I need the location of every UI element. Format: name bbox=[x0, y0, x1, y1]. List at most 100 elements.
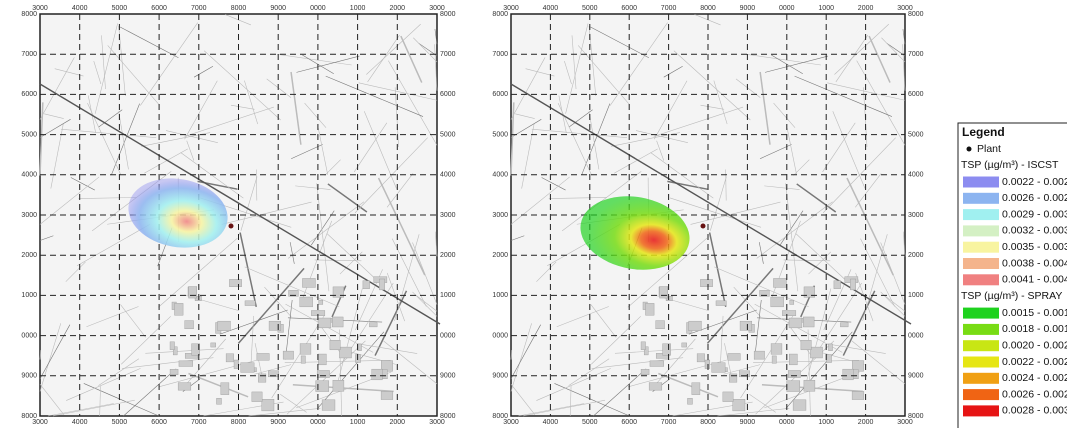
road bbox=[377, 177, 426, 276]
road bbox=[388, 60, 438, 146]
plant-symbol bbox=[966, 146, 972, 152]
road bbox=[842, 290, 876, 356]
urban-block bbox=[786, 380, 801, 392]
urban-block bbox=[268, 320, 282, 331]
road bbox=[400, 35, 423, 83]
urban-block bbox=[188, 286, 198, 299]
urban-block bbox=[803, 380, 816, 392]
urban-block bbox=[828, 343, 833, 351]
legend-group-title: TSP (µg/m³) - SPRAY bbox=[961, 290, 1062, 302]
y-tick-label: 2000 bbox=[492, 252, 508, 259]
road bbox=[855, 173, 882, 208]
urban-block bbox=[662, 343, 671, 356]
legend-swatch bbox=[963, 307, 999, 319]
road bbox=[39, 324, 71, 379]
legend-swatch bbox=[963, 405, 999, 417]
x-tick-label: 8000 bbox=[700, 419, 716, 426]
road bbox=[248, 408, 321, 417]
road bbox=[650, 152, 714, 199]
y-tick-label: 8000 bbox=[21, 413, 37, 420]
urban-block bbox=[645, 303, 655, 316]
urban-block bbox=[315, 380, 330, 392]
road bbox=[779, 210, 804, 246]
road bbox=[250, 315, 254, 371]
road bbox=[846, 177, 894, 276]
road bbox=[554, 383, 630, 417]
y-tick-label: 8000 bbox=[440, 11, 456, 18]
y-tick-label: 5000 bbox=[908, 131, 924, 138]
road bbox=[591, 357, 684, 369]
road bbox=[884, 295, 906, 312]
road bbox=[700, 104, 725, 110]
urban-block bbox=[256, 353, 270, 361]
road bbox=[536, 368, 611, 401]
urban-block bbox=[178, 360, 193, 367]
road bbox=[415, 295, 438, 312]
legend-plant: Plant bbox=[977, 143, 1001, 155]
x-tick-label: 3000 bbox=[429, 419, 445, 426]
urban-block bbox=[739, 320, 753, 331]
y-tick-label: 3000 bbox=[440, 212, 456, 219]
urban-block bbox=[810, 346, 823, 359]
y-tick-label: 0000 bbox=[21, 332, 37, 339]
road bbox=[656, 140, 665, 161]
road bbox=[366, 23, 421, 75]
road bbox=[565, 23, 589, 114]
road bbox=[795, 233, 846, 281]
urban-block bbox=[722, 391, 734, 402]
urban-block bbox=[711, 362, 726, 373]
y-tick-label: 4000 bbox=[440, 172, 456, 179]
x-tick-label: 1000 bbox=[350, 5, 366, 12]
legend-title: Legend bbox=[962, 125, 1005, 139]
y-tick-label: 8000 bbox=[440, 413, 456, 420]
road bbox=[140, 22, 198, 106]
urban-block bbox=[369, 322, 378, 328]
road bbox=[635, 130, 688, 143]
x-tick-label: 8000 bbox=[231, 5, 247, 12]
road bbox=[290, 71, 302, 145]
road bbox=[709, 176, 727, 231]
road bbox=[577, 45, 630, 105]
railway bbox=[510, 83, 912, 325]
y-tick-label: 0000 bbox=[908, 332, 924, 339]
road bbox=[614, 148, 658, 174]
road bbox=[244, 80, 258, 125]
urban-block bbox=[220, 382, 230, 395]
road bbox=[266, 78, 292, 98]
road bbox=[66, 368, 141, 401]
urban-block bbox=[332, 316, 344, 328]
y-tick-label: 8000 bbox=[492, 413, 508, 420]
road bbox=[287, 201, 365, 259]
road bbox=[254, 364, 292, 375]
road bbox=[510, 324, 541, 379]
road bbox=[719, 315, 724, 371]
legend-label: 0.0022 - 0.0023 bbox=[1002, 356, 1067, 368]
urban-block bbox=[687, 398, 693, 405]
road bbox=[855, 272, 874, 322]
urban-block bbox=[317, 317, 332, 329]
road bbox=[764, 55, 829, 73]
road bbox=[39, 176, 100, 225]
road bbox=[713, 80, 728, 125]
road bbox=[120, 26, 179, 58]
road bbox=[786, 127, 797, 175]
road bbox=[118, 111, 129, 170]
urban-block bbox=[732, 399, 746, 412]
map: 3000 3000 4000 4000 5000 5000 6000 6000 7000 7000… bbox=[492, 5, 923, 426]
road bbox=[277, 54, 352, 66]
road bbox=[184, 80, 218, 140]
urban-block bbox=[782, 310, 797, 316]
y-tick-label: 9000 bbox=[908, 373, 924, 380]
plant-marker bbox=[700, 223, 706, 229]
road bbox=[121, 357, 214, 369]
urban-block bbox=[332, 286, 344, 298]
legend-label: 0.0035 - 0.0037 bbox=[1002, 241, 1067, 253]
road bbox=[759, 71, 771, 145]
road bbox=[796, 183, 837, 213]
urban-block bbox=[700, 279, 713, 287]
urban-block bbox=[788, 317, 803, 329]
legend-swatch bbox=[963, 225, 999, 237]
road bbox=[354, 137, 428, 214]
road bbox=[881, 37, 906, 63]
